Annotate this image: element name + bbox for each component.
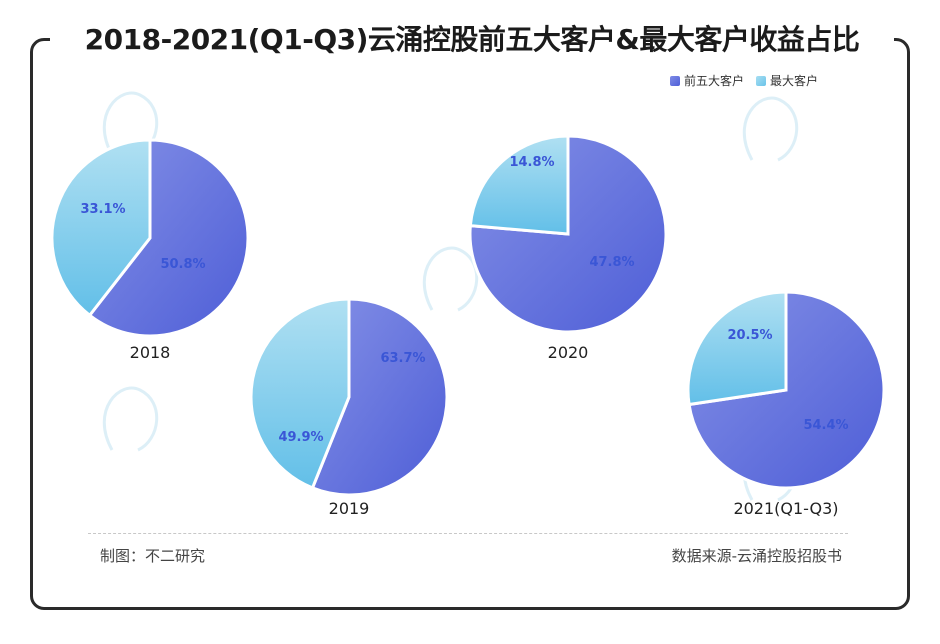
pie-1-slice-largest [249,297,351,490]
chart-title: 2018-2021(Q1-Q3)云涌控股前五大客户&最大客户收益占比 [84,23,860,56]
pie-0: 50.8% 33.1% 2018 [50,138,250,362]
pie-3-slice-largest [686,290,788,407]
watermark-logo-2 [422,246,479,312]
pie-3: 54.4% 20.5% 2021(Q1-Q3) [686,290,886,518]
pie-0-slice-top5 [87,138,250,338]
pie-1-label-largest: 49.9% [278,430,323,445]
pie-3-title: 2021(Q1-Q3) [733,499,838,518]
footer-credit: 制图：不二研究 [100,547,206,565]
pie-3-label-top5: 54.4% [803,418,848,433]
pie-2-label-largest: 14.8% [509,155,554,170]
pie-1-label-top5: 63.7% [380,351,425,366]
legend-item-top5: 前五大客户 [670,72,744,89]
pie-2-title: 2020 [548,343,589,362]
pie-2-label-top5: 47.8% [589,255,634,270]
legend-label-largest: 最大客户 [770,74,819,88]
footer-source: 数据来源-云涌控股招股书 [671,547,842,565]
pie-0-slice-largest [50,138,152,318]
pie-1-slice-top5 [310,297,449,497]
pie-0-title: 2018 [130,343,171,362]
pie-2: 47.8% 14.8% 2020 [468,134,668,362]
legend: 前五大客户 最大客户 [670,72,830,89]
footer-divider [88,533,848,534]
watermark-logo-1 [742,96,799,162]
pie-1: 63.7% 49.9% 2019 [249,297,449,518]
pie-3-label-largest: 20.5% [727,328,772,343]
title-background [50,20,894,60]
pie-0-label-top5: 50.8% [160,257,205,272]
pie-2-slice-largest [468,134,570,236]
legend-label-top5: 前五大客户 [684,74,745,88]
legend-item-largest: 最大客户 [756,72,818,89]
watermark-logo-3 [102,386,159,452]
legend-swatch-top5 [670,75,680,86]
pie-2-slice-top5 [468,134,668,334]
pie-0-label-largest: 33.1% [80,202,125,217]
pie-1-title: 2019 [329,499,370,518]
legend-swatch-largest [756,75,767,86]
